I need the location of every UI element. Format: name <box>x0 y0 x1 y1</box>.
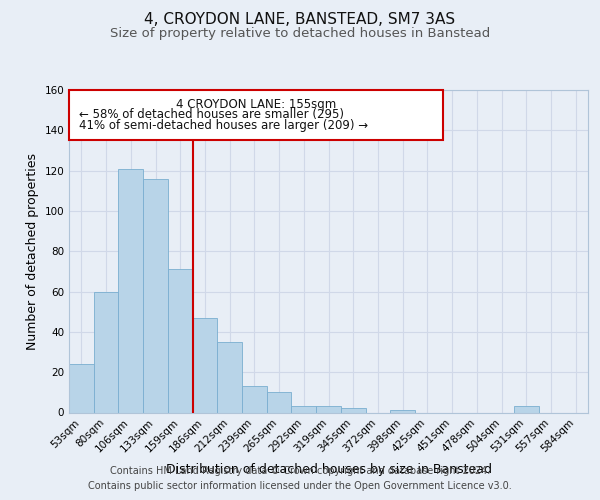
X-axis label: Distribution of detached houses by size in Banstead: Distribution of detached houses by size … <box>166 462 491 475</box>
Bar <box>217 342 242 412</box>
Bar <box>69 364 94 412</box>
Bar <box>292 406 316 412</box>
Bar <box>341 408 365 412</box>
Text: Contains HM Land Registry data © Crown copyright and database right 2024.: Contains HM Land Registry data © Crown c… <box>110 466 490 476</box>
Text: Size of property relative to detached houses in Banstead: Size of property relative to detached ho… <box>110 28 490 40</box>
Bar <box>514 406 539 412</box>
Bar <box>94 292 118 412</box>
Bar <box>143 178 168 412</box>
FancyBboxPatch shape <box>69 90 443 140</box>
Bar <box>193 318 217 412</box>
Text: 41% of semi-detached houses are larger (209) →: 41% of semi-detached houses are larger (… <box>79 119 368 132</box>
Text: 4 CROYDON LANE: 155sqm: 4 CROYDON LANE: 155sqm <box>176 98 336 111</box>
Text: Contains public sector information licensed under the Open Government Licence v3: Contains public sector information licen… <box>88 481 512 491</box>
Bar <box>118 168 143 412</box>
Bar <box>316 406 341 412</box>
Bar <box>267 392 292 412</box>
Y-axis label: Number of detached properties: Number of detached properties <box>26 153 39 350</box>
Bar <box>168 270 193 412</box>
Bar <box>242 386 267 412</box>
Text: 4, CROYDON LANE, BANSTEAD, SM7 3AS: 4, CROYDON LANE, BANSTEAD, SM7 3AS <box>145 12 455 28</box>
Text: ← 58% of detached houses are smaller (295): ← 58% of detached houses are smaller (29… <box>79 108 344 122</box>
Bar <box>390 410 415 412</box>
